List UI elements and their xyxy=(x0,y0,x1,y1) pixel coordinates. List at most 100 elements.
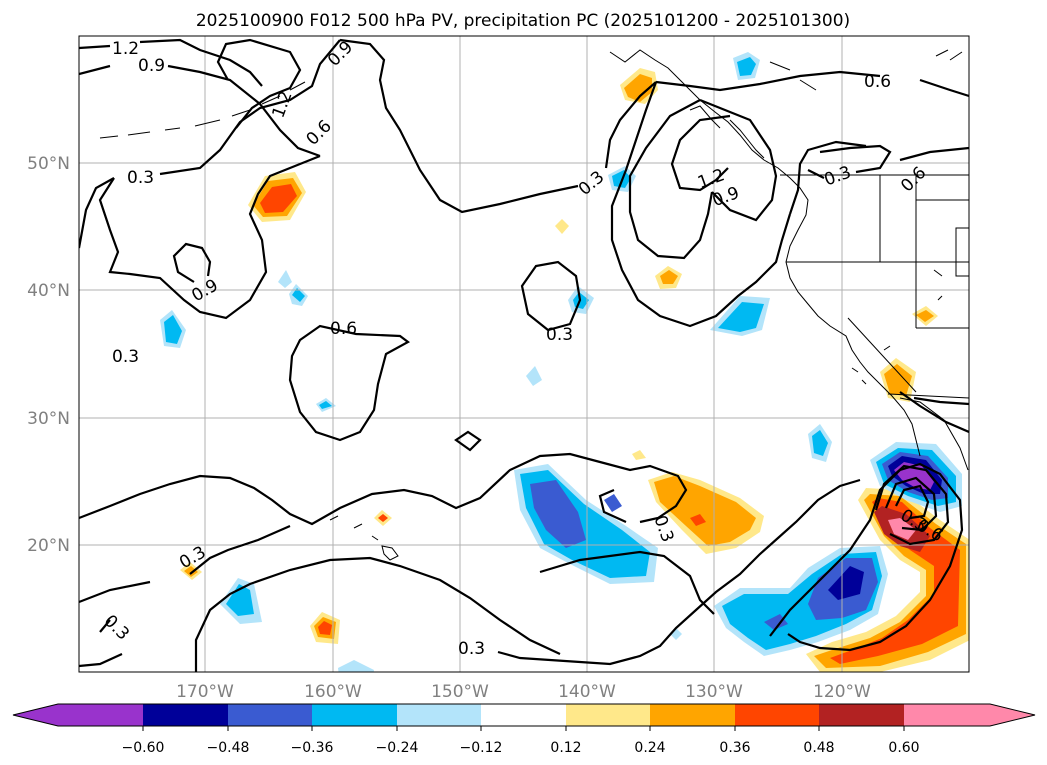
pv-contour xyxy=(98,154,321,320)
pv-contour xyxy=(194,478,861,672)
colorbar-cell xyxy=(735,704,819,726)
pv-contour xyxy=(520,260,582,332)
aleutian-islands xyxy=(99,81,306,139)
pv-contour xyxy=(899,391,969,434)
colorbar-cell xyxy=(397,704,481,726)
contour-label: 0.9 xyxy=(138,56,165,76)
lon-tick-label: 140°W xyxy=(558,682,616,702)
precip-positive-patch xyxy=(884,364,912,396)
precip-positive-patch xyxy=(632,450,646,460)
contour-label: 1.2 xyxy=(112,39,139,59)
colorbar-cell xyxy=(312,704,397,726)
precip-negative-patch xyxy=(319,401,332,409)
colorbar: −0.60 −0.48 −0.36 −0.24 −0.12 0.12 0.24 … xyxy=(12,703,1036,756)
pv-contour xyxy=(79,39,341,249)
colorbar-tick-label: 0.60 xyxy=(888,740,919,756)
precip-positive-patch xyxy=(555,219,569,234)
contour-label: 0.6 xyxy=(864,72,891,92)
contour-label: 0.6 xyxy=(330,319,357,339)
pv-contour xyxy=(610,81,792,328)
contour-label: 0.3 xyxy=(127,168,154,188)
pv-contours xyxy=(79,38,969,672)
lat-tick-labels: 50°N 40°N 30°N 20°N xyxy=(27,154,70,556)
lon-tick-labels: 170°W 160°W 150°W 140°W 130°W 120°W xyxy=(176,682,871,702)
precip-negative-patch xyxy=(226,584,254,616)
colorbar-extend-high xyxy=(990,704,1035,726)
colorbar-ticks xyxy=(142,726,905,731)
pv-contour xyxy=(807,144,892,179)
precip-negative-patch xyxy=(737,57,756,76)
colorbar-tick-label: −0.12 xyxy=(460,740,503,756)
colorbar-tick-label: 0.48 xyxy=(803,740,834,756)
contour-label: 0.3 xyxy=(112,347,139,367)
colorbar-cells xyxy=(13,704,1035,726)
lon-tick-label: 130°W xyxy=(685,682,743,702)
state-border xyxy=(847,317,917,393)
colorbar-cell xyxy=(819,704,904,726)
state-border xyxy=(955,227,969,277)
precip-positive-patch xyxy=(318,621,332,635)
colorbar-tick-label: −0.36 xyxy=(291,740,334,756)
colorbar-outline xyxy=(12,703,1036,727)
pv-contour xyxy=(874,464,950,546)
colorbar-cell xyxy=(228,704,312,726)
pv-contour xyxy=(655,70,969,98)
island xyxy=(851,269,943,385)
colorbar-tick-label: 0.12 xyxy=(550,740,581,756)
pv-contour xyxy=(79,38,263,87)
alaska-panhandle xyxy=(689,49,963,159)
colorbar-cell xyxy=(904,704,990,726)
precip-positive-patch xyxy=(624,74,652,102)
precip-negative-patch xyxy=(530,480,586,548)
lon-tick-label: 150°W xyxy=(431,682,489,702)
pv-contour xyxy=(699,98,778,222)
colorbar-tick-labels: −0.60 −0.48 −0.36 −0.24 −0.12 0.12 0.24 … xyxy=(122,740,920,756)
colorbar-tick-label: 0.36 xyxy=(719,740,750,756)
colorbar-tick-label: −0.60 xyxy=(122,740,165,756)
precip-negative-patch xyxy=(604,494,622,512)
pv-contour xyxy=(79,452,688,526)
north-america-coast xyxy=(609,49,921,457)
map-panel: 1.2 0.9 0.9 0.6 1.2 0.3 0.3 0.9 0.6 0.3 … xyxy=(79,36,969,672)
gridlines xyxy=(79,36,969,672)
lat-tick-label: 30°N xyxy=(27,409,70,429)
chart-title: 2025100900 F012 500 hPa PV, precipitatio… xyxy=(196,11,850,31)
lon-tick-label: 120°W xyxy=(813,682,871,702)
precip-positive-patch xyxy=(690,514,706,526)
colorbar-tick-label: 0.24 xyxy=(634,740,665,756)
colorbar-cell xyxy=(650,704,735,726)
pv-contour xyxy=(454,430,482,452)
precip-negative-patch xyxy=(278,270,292,288)
precip-positive-patch xyxy=(260,184,297,213)
precip-positive-patch xyxy=(184,566,198,577)
precip-negative-patch xyxy=(828,566,864,600)
colorbar-cell xyxy=(481,704,566,726)
lat-tick-label: 20°N xyxy=(27,536,70,556)
pv-contour xyxy=(216,38,302,129)
mexico-border xyxy=(887,393,969,399)
colorbar-extend-low xyxy=(13,704,58,726)
colorbar-cell xyxy=(143,704,228,726)
colorbar-tick-label: −0.48 xyxy=(207,740,250,756)
pv-contour xyxy=(339,38,657,214)
pv-contour xyxy=(788,140,969,215)
pv-contour xyxy=(79,524,291,604)
contour-label: 0.3 xyxy=(546,325,573,345)
pv-contour xyxy=(288,324,411,442)
pv-contour xyxy=(539,550,715,615)
lat-tick-label: 40°N xyxy=(27,281,70,301)
map-frame xyxy=(78,35,970,673)
pv-contour xyxy=(670,114,731,192)
precip-positive-patch xyxy=(378,514,388,522)
lat-tick-label: 50°N xyxy=(27,154,70,174)
pv-contour xyxy=(628,99,714,260)
precip-positive-patch xyxy=(660,270,678,284)
precip-negative-patch xyxy=(718,302,764,332)
precip-negative-patch xyxy=(164,315,182,344)
pv-contour xyxy=(769,462,964,652)
hawaiian-islands xyxy=(329,515,399,561)
pv-contour xyxy=(172,242,212,283)
pv-contour xyxy=(79,64,321,158)
lon-tick-label: 160°W xyxy=(304,682,362,702)
